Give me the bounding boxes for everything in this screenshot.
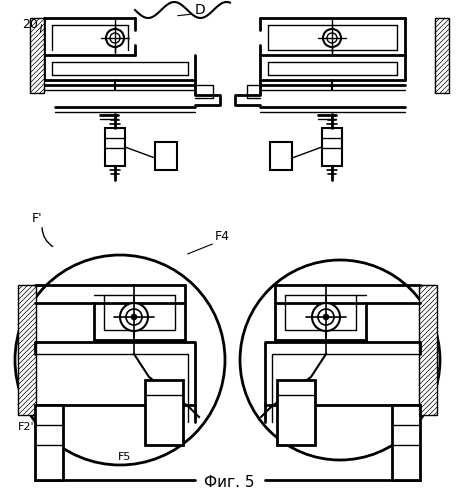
Bar — [18, 285, 36, 415]
Bar — [419, 285, 437, 415]
Circle shape — [15, 255, 225, 465]
Bar — [105, 128, 125, 166]
Text: D: D — [195, 3, 206, 17]
Circle shape — [126, 309, 142, 325]
Bar — [322, 128, 342, 166]
Bar — [145, 380, 183, 445]
Circle shape — [327, 33, 337, 43]
Text: 20: 20 — [22, 18, 38, 31]
Circle shape — [131, 314, 137, 320]
Text: F4: F4 — [215, 230, 230, 243]
Circle shape — [323, 29, 341, 47]
Text: F2': F2' — [18, 422, 34, 432]
Bar — [270, 142, 292, 170]
Bar — [277, 380, 315, 445]
Text: F5: F5 — [118, 452, 131, 462]
Bar — [35, 405, 63, 480]
Bar — [30, 18, 44, 93]
Circle shape — [120, 303, 148, 331]
Bar — [392, 405, 420, 480]
Circle shape — [110, 33, 120, 43]
Text: Фиг. 5: Фиг. 5 — [204, 475, 255, 490]
Circle shape — [312, 303, 340, 331]
Circle shape — [106, 29, 124, 47]
Bar — [435, 18, 449, 93]
Circle shape — [323, 314, 329, 320]
Circle shape — [240, 260, 440, 460]
Bar — [155, 142, 177, 170]
Text: F': F' — [32, 212, 43, 225]
Circle shape — [318, 309, 334, 325]
